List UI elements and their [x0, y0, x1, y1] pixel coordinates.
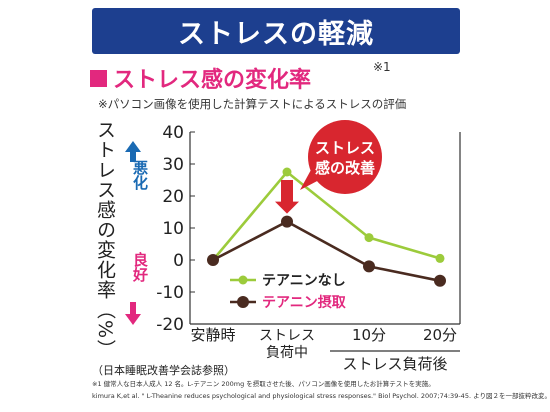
series-without-theanine-line [212, 170, 441, 261]
y-tick-label: 40 [162, 123, 184, 143]
arrow-down-icon [125, 302, 141, 325]
legend-label: テアニンなし [262, 273, 346, 289]
series-without-theanine-point [435, 253, 445, 263]
y-tick-label: -20 [156, 315, 184, 335]
callout-circle [308, 120, 382, 194]
x-group-label: ストレス負荷後 [342, 355, 447, 373]
x-tick-label: 20分 [423, 326, 457, 344]
legend-label: テアニン摂取 [262, 294, 347, 311]
series-without-theanine-point [282, 167, 292, 177]
chart-subtitle: ストレス感の変化率 [90, 62, 311, 94]
y-tick-label: 20 [162, 187, 184, 207]
series-without-theanine-point [364, 233, 374, 243]
chart-caption: ※パソコン画像を使用した計算テストによるストレスの評価 [98, 97, 407, 111]
y-axis-label: ストレス感の変化率（%） [94, 120, 116, 360]
series-with-theanine-point [281, 215, 293, 228]
chart-subtitle-text: ストレス感の変化率 [113, 68, 312, 93]
series-with-theanine-point [434, 274, 446, 287]
square-bullet-icon [90, 69, 107, 87]
y-tick-label: -10 [156, 283, 184, 303]
subtitle-note: ※1 [373, 60, 391, 74]
legend-marker [237, 296, 249, 308]
series-with-theanine-point [207, 254, 219, 266]
callout-text-line1: ストレス [315, 139, 375, 157]
series-with-theanine-point [363, 260, 375, 273]
footer-note-2: kimura K,et al. " L-Theanine reduces psy… [92, 392, 550, 400]
better-label: 良好 [131, 252, 149, 282]
legend-marker [238, 275, 248, 285]
banner-title: ストレスの軽減 [92, 8, 460, 54]
y-tick-label: 0 [173, 251, 184, 271]
improvement-arrow-icon [275, 180, 299, 214]
footer-source: （日本睡眠改善学会誌参照） [92, 364, 235, 377]
x-tick-label: 10分 [352, 326, 386, 344]
series-with-theanine-line [212, 220, 441, 283]
x-tick-label: 安静時 [190, 326, 235, 344]
callout-text-line2: 感の改善 [315, 159, 375, 177]
x-tick-label: ストレス [259, 328, 315, 344]
x-tick-label: 負荷中 [266, 345, 308, 361]
worse-label: 悪化 [131, 160, 149, 190]
y-tick-label: 30 [162, 155, 184, 175]
y-tick-label: 10 [162, 219, 184, 239]
arrow-up-icon [125, 141, 141, 162]
footer-note-1: ※1 健常人な日本人成人 12 名。L-テアニン 200mg を摂取させた後、パ… [92, 380, 435, 388]
callout-tail [300, 168, 323, 190]
